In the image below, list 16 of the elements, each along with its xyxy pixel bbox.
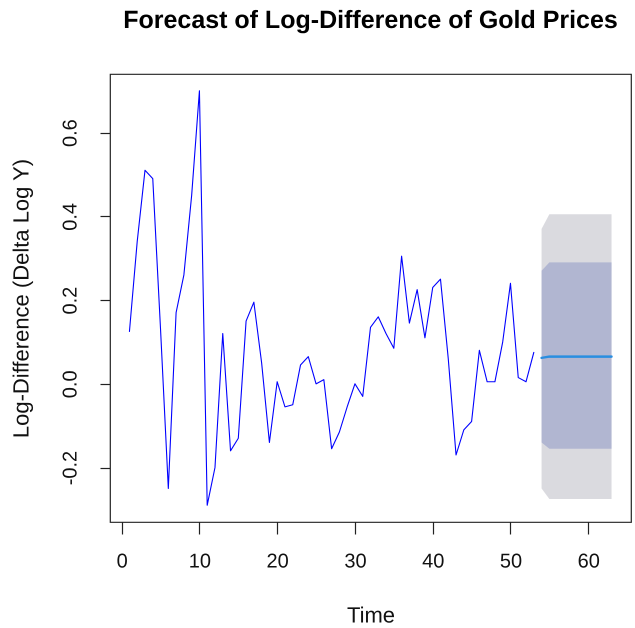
chart-title: Forecast of Log-Difference of Gold Prices (123, 6, 618, 34)
x-tick-label: 20 (266, 550, 289, 572)
x-tick-label: 10 (188, 550, 212, 572)
y-tick-label: 0.2 (60, 286, 82, 314)
x-axis-title: Time (346, 602, 396, 628)
y-tick-label: 0.0 (60, 370, 82, 398)
x-tick-label: 30 (344, 550, 367, 572)
x-tick-label: 60 (578, 550, 600, 572)
y-tick-label: -0.2 (60, 450, 82, 486)
line-series (128, 90, 534, 506)
y-tick-label: 0.4 (60, 202, 82, 231)
x-tick-label: 0 (116, 550, 128, 572)
y-axis-title: Log-Difference (Delta Log Y) (8, 158, 34, 438)
x-tick-label: 40 (422, 550, 444, 572)
x-tick-label: 50 (500, 550, 522, 572)
y-tick-label: 0.6 (60, 119, 82, 148)
